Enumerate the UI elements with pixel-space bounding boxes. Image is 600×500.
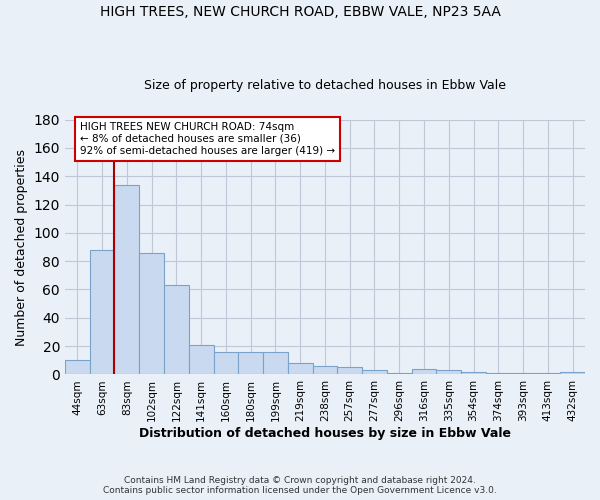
Bar <box>89 250 115 374</box>
Bar <box>65 360 89 374</box>
Bar <box>238 352 263 374</box>
Bar <box>486 373 511 374</box>
Text: Contains HM Land Registry data © Crown copyright and database right 2024.
Contai: Contains HM Land Registry data © Crown c… <box>103 476 497 495</box>
X-axis label: Distribution of detached houses by size in Ebbw Vale: Distribution of detached houses by size … <box>139 427 511 440</box>
Bar <box>535 373 560 374</box>
Bar <box>387 373 412 374</box>
Bar <box>288 363 313 374</box>
Bar <box>139 252 164 374</box>
Bar <box>214 352 238 374</box>
Bar <box>337 368 362 374</box>
Bar <box>189 344 214 374</box>
Bar <box>164 285 189 374</box>
Text: HIGH TREES, NEW CHURCH ROAD, EBBW VALE, NP23 5AA: HIGH TREES, NEW CHURCH ROAD, EBBW VALE, … <box>100 5 500 19</box>
Bar <box>412 369 436 374</box>
Text: HIGH TREES NEW CHURCH ROAD: 74sqm
← 8% of detached houses are smaller (36)
92% o: HIGH TREES NEW CHURCH ROAD: 74sqm ← 8% o… <box>80 122 335 156</box>
Title: Size of property relative to detached houses in Ebbw Vale: Size of property relative to detached ho… <box>144 79 506 92</box>
Bar <box>436 370 461 374</box>
Bar <box>461 372 486 374</box>
Bar <box>560 372 585 374</box>
Bar <box>263 352 288 374</box>
Bar <box>511 373 535 374</box>
Y-axis label: Number of detached properties: Number of detached properties <box>15 148 28 346</box>
Bar <box>115 184 139 374</box>
Bar <box>313 366 337 374</box>
Bar <box>362 370 387 374</box>
